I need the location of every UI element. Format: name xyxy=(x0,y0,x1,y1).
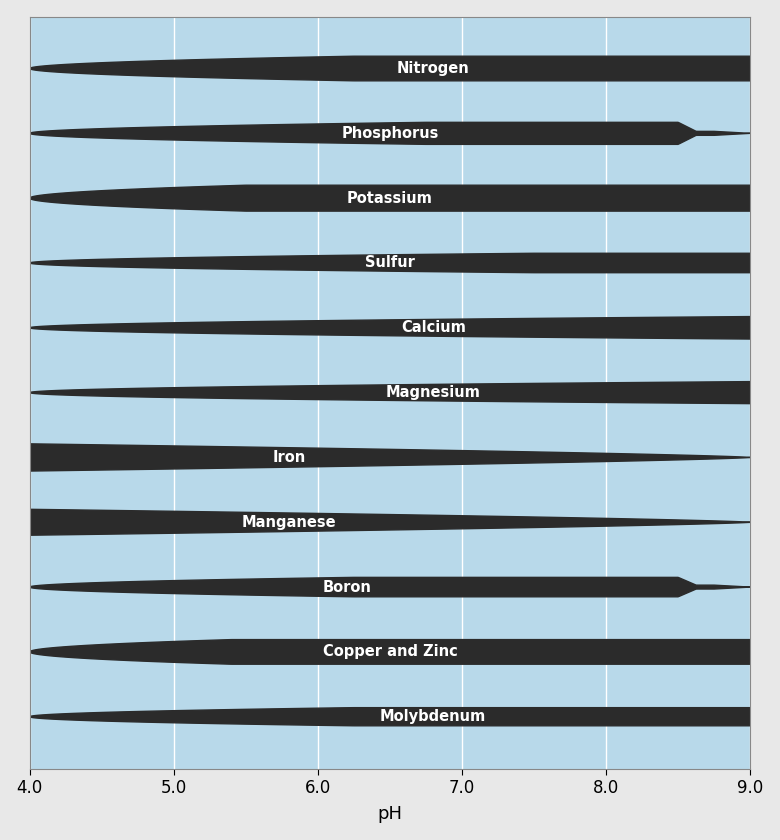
Text: Molybdenum: Molybdenum xyxy=(380,709,487,724)
Text: Phosphorus: Phosphorus xyxy=(342,126,438,141)
Text: Boron: Boron xyxy=(322,580,371,595)
Text: Manganese: Manganese xyxy=(242,515,336,530)
Text: Iron: Iron xyxy=(272,450,306,465)
Polygon shape xyxy=(30,56,750,81)
X-axis label: pH: pH xyxy=(378,806,402,823)
Text: Sulfur: Sulfur xyxy=(365,255,415,270)
Text: Potassium: Potassium xyxy=(347,191,433,206)
Polygon shape xyxy=(30,509,750,535)
Polygon shape xyxy=(30,317,750,339)
Polygon shape xyxy=(30,444,750,471)
Text: Magnesium: Magnesium xyxy=(386,385,480,400)
Polygon shape xyxy=(30,185,750,211)
Polygon shape xyxy=(30,707,750,726)
Text: Nitrogen: Nitrogen xyxy=(397,61,470,76)
Polygon shape xyxy=(30,381,750,404)
Text: Copper and Zinc: Copper and Zinc xyxy=(323,644,457,659)
Polygon shape xyxy=(30,639,750,664)
Polygon shape xyxy=(30,254,750,273)
Polygon shape xyxy=(30,577,750,596)
Polygon shape xyxy=(30,123,750,144)
Text: Calcium: Calcium xyxy=(401,320,466,335)
